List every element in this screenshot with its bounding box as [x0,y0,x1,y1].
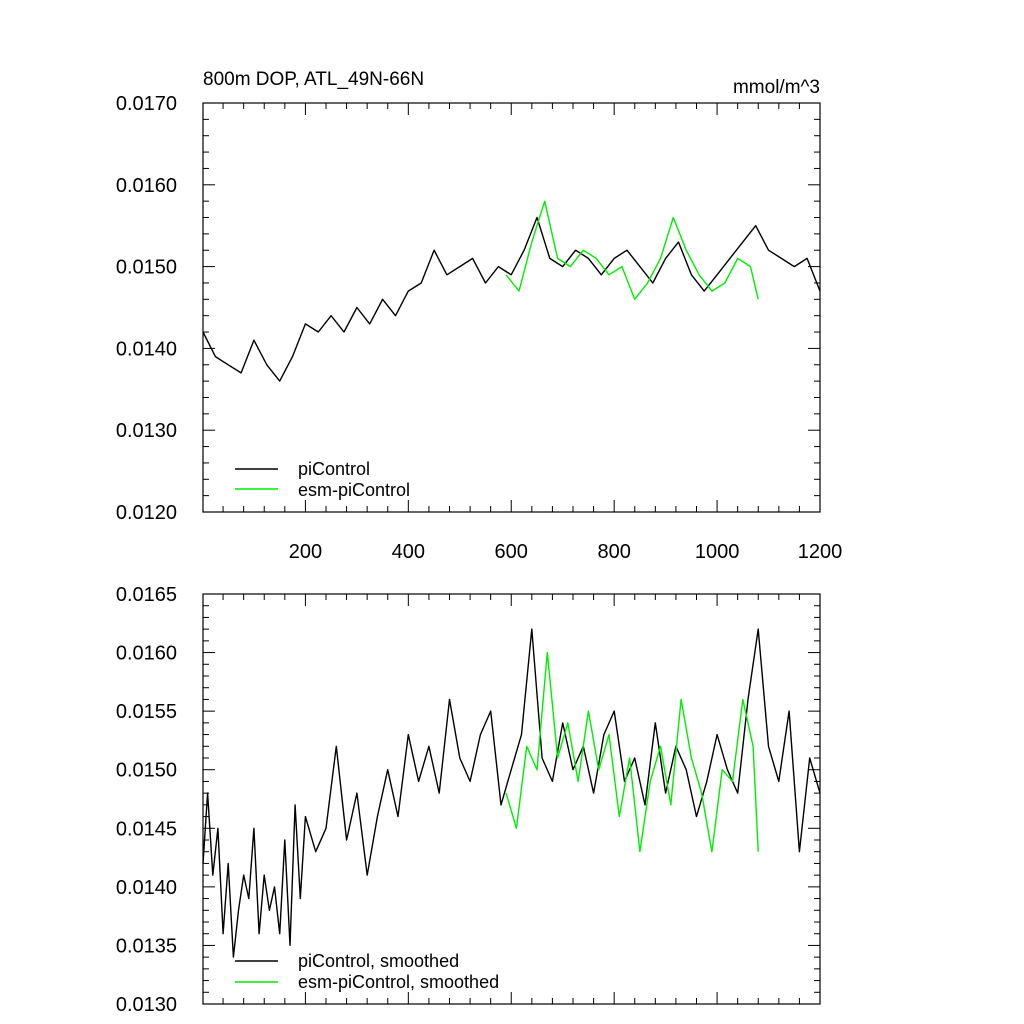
y-tick-label: 0.0130 [116,420,177,442]
y-tick-label: 0.0140 [116,338,177,360]
bottom-panel: 0.0130 0.0135 0.0140 0.0145 0.0150 0.0155 0.01… [116,584,821,1016]
top-panel: 800m DOP, ATL_49N-66N mmol/m^3 0.01200.0… [116,69,842,563]
x-tick-label: 1000 [695,541,740,563]
x-tick-label: 400 [392,541,425,563]
top-panel-ticks [203,102,821,513]
series-line-0-0 [202,216,821,382]
bottom-panel-lines [202,628,821,958]
x-tick-label: 200 [289,541,322,563]
y-tick-label: 0.0160 [116,643,177,665]
x-tick-label: 600 [495,541,528,563]
bottom-panel-ticks [203,593,821,1005]
y-tick-label: 0.0145 [116,818,177,840]
series-line-0-1 [505,200,759,300]
top-panel-lines [202,200,821,382]
top-panel-x-tick-labels: 200 400 600 800 1000 1200 [289,541,843,563]
bottom-panel-y-tick-labels: 0.0130 0.0135 0.0140 0.0145 0.0150 0.0155 0.01… [116,584,177,1016]
y-tick-label: 0.0150 [116,760,177,782]
top-panel-y-tick-labels: 0.0120 0.0130 0.0140 0.0150 0.0160 0.0170 [116,93,177,524]
y-tick-label: 0.0165 [116,584,177,606]
y-tick-label: 0.0120 [116,502,177,524]
y-tick-label: 0.0130 [116,994,177,1016]
top-panel-frame [202,102,821,513]
y-tick-label: 0.0160 [116,175,177,197]
top-legend-label-picontrol: piControl [298,459,370,479]
series-line-1-1 [505,651,759,853]
y-tick-label: 0.0155 [116,701,177,723]
top-panel-title: 800m DOP, ATL_49N-66N [203,69,424,90]
series-line-1-0 [202,628,821,958]
bottom-panel-frame [202,593,821,1005]
x-tick-label: 1200 [798,541,843,563]
bottom-legend: piControl, smoothed esm-piControl, smoot… [235,951,499,992]
y-tick-label: 0.0150 [116,257,177,279]
y-tick-label: 0.0135 [116,935,177,957]
bottom-legend-label-esm-picontrol-smoothed: esm-piControl, smoothed [298,972,499,992]
top-legend-label-esm-picontrol: esm-piControl [298,480,410,500]
x-tick-label: 800 [597,541,630,563]
bottom-legend-label-picontrol-smoothed: piControl, smoothed [298,951,459,971]
top-legend: piControl esm-piControl [235,459,410,500]
y-tick-label: 0.0170 [116,93,177,115]
top-panel-units: mmol/m^3 [733,77,820,98]
y-tick-label: 0.0140 [116,877,177,899]
